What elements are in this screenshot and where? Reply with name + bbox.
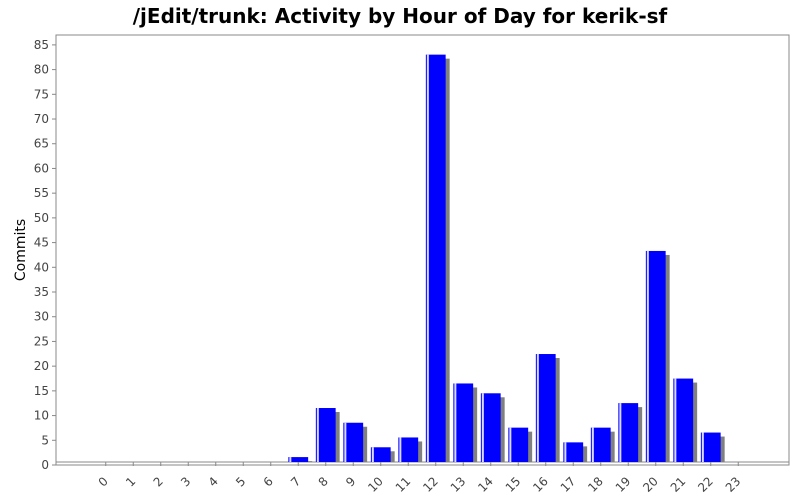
y-tick-label: 5: [41, 433, 49, 447]
x-tick-label: 17: [558, 474, 579, 495]
x-tick-label: 2: [151, 474, 166, 489]
y-tick-label: 60: [34, 161, 49, 175]
y-tick-label: 15: [34, 384, 49, 398]
bar: [645, 250, 666, 462]
y-axis-label: Commits: [13, 219, 29, 281]
bar: [673, 378, 694, 462]
bar-highlight: [454, 383, 457, 462]
bar: [700, 432, 721, 462]
bar-highlight: [426, 54, 429, 463]
x-tick-label: 10: [365, 474, 386, 495]
y-axis: 0 5 10 15 20 25 30 35 40 45 50 55 60 65 70 75 80 85: [34, 38, 56, 472]
bar: [453, 383, 474, 462]
y-tick-label: 30: [34, 310, 49, 324]
y-tick-label: 25: [34, 334, 49, 348]
y-tick-label: 85: [34, 38, 49, 52]
bar: [370, 447, 391, 462]
x-tick-label: 6: [261, 474, 276, 489]
x-tick-label: 14: [475, 474, 496, 495]
y-tick-label: 20: [34, 359, 49, 373]
chart-title: /jEdit/trunk: Activity by Hour of Day fo…: [132, 4, 668, 28]
bar-highlight: [536, 354, 539, 462]
x-tick-label: 16: [530, 474, 551, 495]
y-tick-label: 35: [34, 285, 49, 299]
y-tick-label: 10: [34, 409, 49, 423]
y-tick-label: 40: [34, 260, 49, 274]
bar-highlight: [701, 432, 704, 462]
y-tick-label: 70: [34, 112, 49, 126]
bar-highlight: [591, 427, 594, 462]
bar: [480, 393, 501, 462]
y-tick-label: 80: [34, 63, 49, 77]
x-tick-label: 22: [695, 474, 716, 495]
x-tick-label: 12: [420, 474, 441, 495]
x-tick-label: 18: [585, 474, 606, 495]
bar: [535, 354, 556, 462]
bar-highlight: [344, 422, 347, 462]
x-tick-label: 1: [123, 474, 138, 489]
x-tick-label: 5: [233, 474, 248, 489]
bar: [563, 442, 584, 462]
bar: [508, 427, 529, 462]
x-axis: 0 1 2 3 4 5 6 7 8 9 10 11 12 13 14 15 16 17 18 19 20 21 22 23: [56, 461, 789, 495]
bar-highlight: [509, 427, 512, 462]
bar: [618, 403, 639, 462]
y-tick-label: 65: [34, 137, 49, 151]
bar-highlight: [646, 250, 649, 462]
y-tick-label: 50: [34, 211, 49, 225]
x-tick-label: 23: [723, 474, 744, 495]
x-tick-label: 13: [448, 474, 469, 495]
bar-highlight: [481, 393, 484, 462]
bar-highlight: [619, 403, 622, 462]
x-tick-label: 7: [288, 474, 303, 489]
bar: [398, 437, 419, 462]
bar-series: [288, 54, 725, 463]
bar-highlight: [289, 457, 292, 462]
bar: [425, 54, 446, 463]
bar: [315, 408, 336, 462]
bar-highlight: [674, 378, 677, 462]
x-tick-label: 20: [640, 474, 661, 495]
x-tick-label: 15: [503, 474, 524, 495]
y-tick-label: 75: [34, 87, 49, 101]
bar-highlight: [564, 442, 567, 462]
x-tick-label: 8: [316, 474, 331, 489]
x-tick-label: 19: [613, 474, 634, 495]
bar-highlight: [371, 447, 374, 462]
y-tick-label: 55: [34, 186, 49, 200]
bar: [343, 422, 364, 462]
y-tick-label: 0: [41, 458, 49, 472]
x-tick-label: 9: [343, 474, 358, 489]
x-tick-label: 21: [668, 474, 689, 495]
x-tick-label: 11: [393, 474, 414, 495]
bar-highlight: [399, 437, 402, 462]
bar-highlight: [316, 408, 319, 462]
x-tick-label: 3: [178, 474, 193, 489]
bar: [590, 427, 611, 462]
bar: [288, 457, 309, 462]
x-tick-label: 4: [206, 474, 221, 489]
x-tick-label: 0: [96, 474, 111, 489]
y-tick-label: 45: [34, 236, 49, 250]
